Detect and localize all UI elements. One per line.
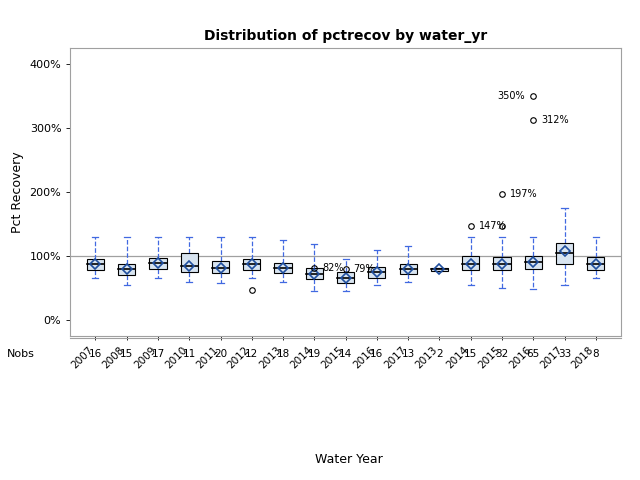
Bar [493,257,511,270]
Text: 65: 65 [527,348,540,359]
Text: 33: 33 [558,348,571,359]
Bar [587,257,604,270]
Text: 197%: 197% [510,189,538,199]
Bar [525,256,542,269]
Text: 20: 20 [214,348,227,359]
Bar [368,267,385,278]
Title: Distribution of pctrecov by water_yr: Distribution of pctrecov by water_yr [204,29,487,43]
Text: 2: 2 [436,348,443,359]
Text: 16: 16 [89,348,102,359]
Bar [149,258,166,269]
Bar [118,264,135,275]
Bar [337,272,354,283]
Text: 17: 17 [151,348,164,359]
Text: 82%: 82% [322,263,344,273]
Text: 312%: 312% [541,115,569,125]
Bar [431,267,448,271]
Text: 32: 32 [495,348,509,359]
Text: 79%: 79% [353,264,375,275]
Text: 18: 18 [276,348,290,359]
Text: 15: 15 [120,348,133,359]
Text: 14: 14 [339,348,352,359]
Text: 8: 8 [593,348,599,359]
Text: Water Year: Water Year [315,453,383,466]
Text: 16: 16 [371,348,383,359]
Bar [275,263,292,273]
Y-axis label: Pct Recovery: Pct Recovery [11,151,24,233]
Bar [462,256,479,270]
Bar [87,259,104,270]
Bar [556,243,573,264]
Text: 15: 15 [464,348,477,359]
Text: 19: 19 [308,348,321,359]
Text: 11: 11 [182,348,196,359]
Text: 350%: 350% [498,91,525,101]
Bar [399,264,417,274]
Text: 13: 13 [401,348,415,359]
Text: Nobs: Nobs [7,348,35,359]
Bar [243,259,260,270]
Text: 147%: 147% [479,221,506,231]
Bar [306,267,323,279]
Bar [212,261,229,273]
Text: 12: 12 [245,348,259,359]
Bar [180,253,198,272]
